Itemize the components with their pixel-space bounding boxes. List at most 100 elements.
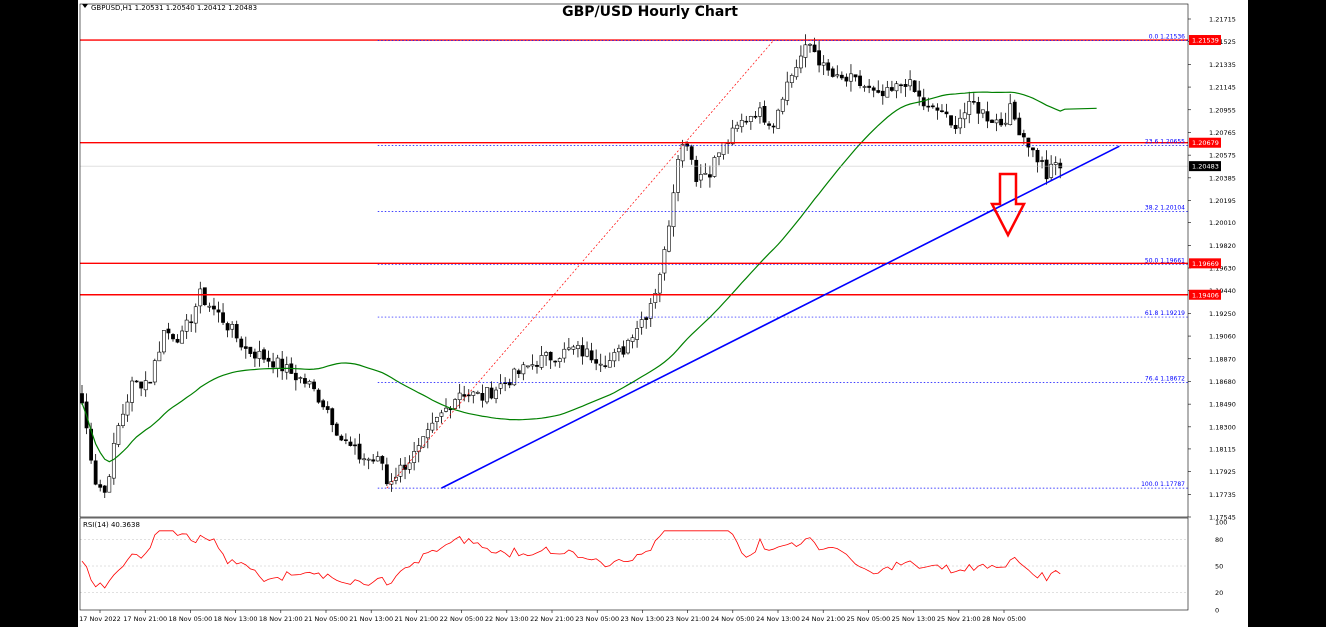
- candle-body: [662, 249, 667, 274]
- candle-body: [93, 460, 98, 485]
- candle-body: [198, 288, 203, 307]
- candle-body: [535, 364, 539, 367]
- candle-body: [712, 157, 717, 177]
- candle-body: [489, 387, 494, 399]
- candle-body: [334, 423, 339, 436]
- candle-body: [707, 174, 712, 178]
- candle-body: [958, 117, 963, 129]
- y-tick-label: 1.20010: [1209, 219, 1236, 227]
- candle-body: [730, 127, 735, 145]
- level-price-tag: [1189, 289, 1221, 300]
- candle-body: [298, 377, 303, 379]
- candle-body: [416, 445, 421, 453]
- candle-body: [721, 142, 726, 155]
- rsi-tick-label: 0: [1215, 607, 1219, 615]
- candle-body: [967, 101, 972, 115]
- x-tick-label: 21 Nov 13:00: [349, 615, 393, 623]
- x-tick-label: 17 Nov 21:00: [123, 615, 167, 623]
- candle-body: [571, 346, 576, 350]
- candle-body: [121, 413, 125, 426]
- candle-body: [630, 337, 635, 342]
- y-tick-label: 1.21525: [1209, 38, 1236, 46]
- candle-body: [680, 144, 685, 162]
- candle-body: [257, 350, 262, 359]
- fib-level-label: 50.0 1.19661: [1145, 257, 1185, 264]
- candle-body: [1008, 103, 1013, 125]
- candle-body: [585, 348, 589, 357]
- candle-body: [230, 324, 235, 330]
- candle-body: [371, 459, 376, 462]
- candle-body: [353, 444, 357, 447]
- candle-body: [480, 393, 485, 401]
- y-tick-label: 1.21335: [1209, 61, 1236, 69]
- candle-body: [862, 86, 867, 88]
- candle-body: [239, 338, 244, 348]
- candle-body: [894, 83, 899, 92]
- candle-body: [275, 357, 280, 369]
- candle-body: [266, 357, 271, 362]
- symbol-dropdown-icon[interactable]: [82, 4, 88, 8]
- candle-body: [389, 481, 394, 485]
- candle-body: [839, 74, 844, 79]
- candle-body: [785, 81, 790, 101]
- candle-body: [808, 43, 812, 46]
- candle-body: [125, 401, 130, 416]
- candle-body: [780, 98, 785, 112]
- candle-body: [821, 62, 826, 66]
- candle-body: [343, 439, 348, 442]
- candle-body: [903, 84, 908, 87]
- candle-body: [798, 55, 803, 69]
- candle-body: [753, 115, 758, 118]
- fib-level-label: 38.2 1.20104: [1145, 204, 1185, 211]
- fib-level-label: 76.4 1.18672: [1145, 375, 1185, 382]
- y-tick-label: 1.19060: [1209, 333, 1236, 341]
- candle-body: [748, 116, 753, 122]
- candle-body: [380, 456, 385, 464]
- fib-level-label: 0.0 1.21536: [1149, 33, 1185, 40]
- candle-body: [803, 44, 808, 58]
- candle-body: [234, 324, 239, 339]
- fib-level-label: 100.0 1.17787: [1141, 481, 1185, 488]
- candle-body: [889, 87, 894, 91]
- candle-body: [767, 123, 771, 126]
- candle-body: [789, 75, 794, 83]
- candle-body: [835, 74, 840, 77]
- candle-body: [521, 364, 526, 375]
- candle-body: [184, 319, 189, 332]
- fib-level-label: 23.6 1.20655: [1145, 139, 1185, 146]
- candle-body: [776, 109, 781, 129]
- candle-body: [130, 380, 134, 403]
- candle-body: [307, 381, 312, 385]
- y-tick-label: 1.20575: [1209, 152, 1236, 160]
- fib-level-label: 61.8 1.19219: [1145, 310, 1185, 317]
- candle-body: [162, 330, 166, 353]
- candle-body: [1012, 101, 1017, 120]
- candle-body: [421, 436, 426, 448]
- candle-body: [817, 50, 822, 66]
- level-price-tag: [1189, 137, 1221, 148]
- candle-body: [607, 360, 612, 368]
- chart-panel: [78, 0, 1248, 627]
- candle-body: [1040, 160, 1044, 162]
- candle-body: [330, 408, 335, 426]
- candles: [80, 34, 1063, 499]
- candle-body: [626, 340, 630, 354]
- moving-average-line: [81, 91, 1097, 463]
- candle-body: [544, 352, 549, 356]
- candle-body: [553, 360, 558, 363]
- candle-body: [871, 87, 876, 91]
- x-tick-label: 17 Nov 2022: [79, 615, 121, 623]
- y-tick-label: 1.19440: [1209, 287, 1236, 295]
- candle-body: [525, 365, 530, 368]
- candle-body: [530, 364, 535, 367]
- candle-body: [175, 338, 180, 343]
- candle-body: [430, 422, 435, 431]
- candle-body: [698, 174, 703, 181]
- main-plot-frame: [79, 3, 1189, 518]
- candle-body: [980, 109, 985, 114]
- candle-body: [985, 111, 990, 122]
- rsi-tick-label: 100: [1215, 519, 1227, 527]
- candle-body: [971, 101, 976, 103]
- candle-body: [462, 394, 467, 397]
